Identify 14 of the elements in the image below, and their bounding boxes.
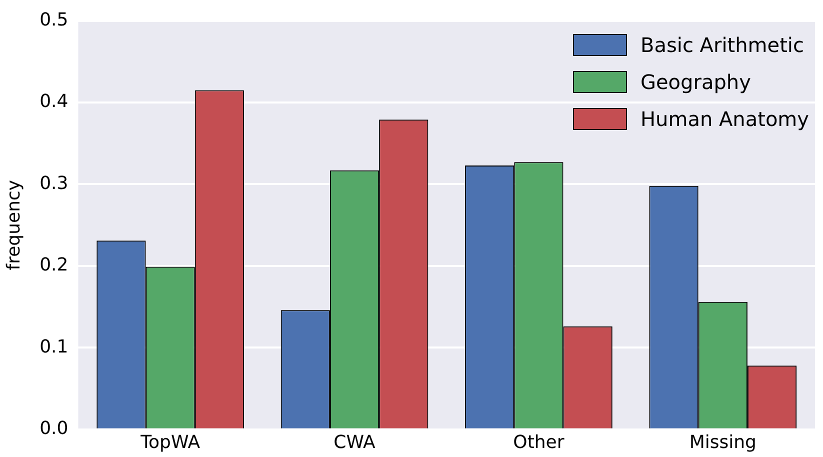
x-tick-label: CWA xyxy=(334,432,376,453)
y-tick-label: 0.3 xyxy=(40,172,68,194)
y-tick-label: 0.2 xyxy=(40,254,68,276)
y-tick-label: 0.4 xyxy=(40,91,68,112)
legend-label: Basic Arithmetic xyxy=(640,33,804,58)
legend-label: Geography xyxy=(640,70,751,94)
y-tick-label: 0.0 xyxy=(40,418,68,440)
y-axis-title: frequency xyxy=(3,180,24,270)
y-tick-label: 0.1 xyxy=(40,336,68,358)
x-tick-label: TopWA xyxy=(140,432,201,453)
x-tick-label: Other xyxy=(513,432,565,453)
legend-label: Human Anatomy xyxy=(640,107,809,132)
x-tick-label: Missing xyxy=(689,432,756,453)
y-tick-label: 0.5 xyxy=(40,9,68,30)
